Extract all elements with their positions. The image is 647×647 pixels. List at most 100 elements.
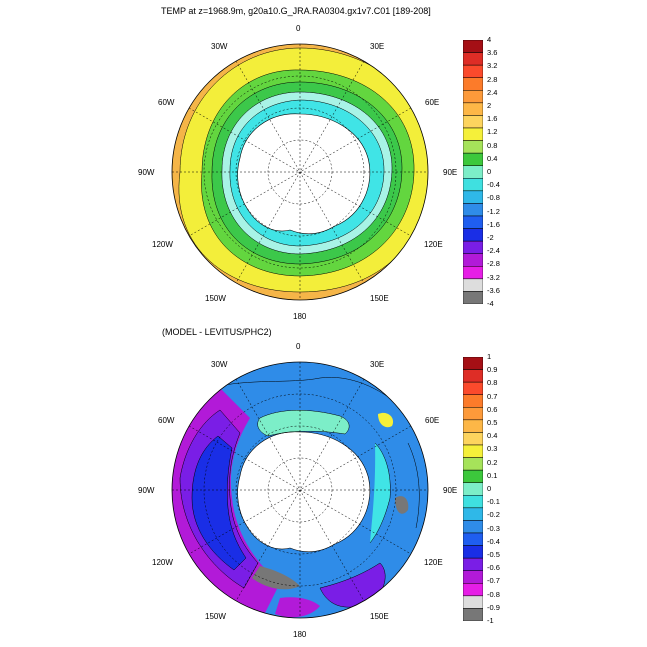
panel-1-colorbar-swatch [462,228,484,242]
panel-1-colorbar-tick-label: 3.6 [487,48,498,58]
panel-1-colorbar-tick-label: 3.2 [487,61,498,71]
panel-2-colorbar-swatch [462,394,484,408]
panel-2-colorbar-swatch [462,369,484,383]
panel-2-colorbar-tick-label: 0 [487,484,492,493]
panel-1-colorbar-tick-label: 2.4 [487,87,498,97]
panel-1-colorbar-swatch [462,64,484,78]
panel-1-polar-map [171,43,429,301]
panel-1-colorbar-swatch [462,266,484,280]
panel-2-colorbar-swatch [462,570,484,584]
panel-2-colorbar-tick-label: -0.5 [487,550,500,559]
panel-1-lon-90w: 90W [138,168,155,177]
panel-2-colorbar-swatch [462,469,484,483]
panel-1-colorbar-tick-label: -3.6 [487,285,500,295]
panel-1-lon-120e: 120E [424,240,443,249]
panel-2-lon-150w: 150W [205,612,226,621]
panel-2-colorbar-swatch [462,532,484,546]
panel-1-colorbar-swatch [462,39,484,53]
panel-2-lon-90w: 90W [138,486,155,495]
panel-1-colorbar-tick-label: -4 [487,299,494,308]
panel-2-colorbar-tick-label: 0.3 [487,444,498,454]
panel-2-colorbar-swatch [462,482,484,496]
panel-2-lon-30w: 30W [211,360,228,369]
panel-2-colorbar-swatch [462,545,484,559]
panel-2-colorbar-swatch [462,381,484,395]
panel-1-colorbar-tick-label: -0.4 [487,180,500,190]
panel-1-lon-60w: 60W [158,98,175,107]
panel-2-colorbar-swatch [462,583,484,597]
panel-1-lon-30w: 30W [211,42,228,51]
panel-2-lon-30e: 30E [370,360,385,369]
panel-2-lon-180: 180 [293,630,307,639]
panel-2-lon-60w: 60W [158,416,175,425]
panel-1-colorbar-swatch [462,102,484,116]
panel-1-colorbar-swatch [462,178,484,192]
panel-1-colorbar-tick-label: -2 [487,233,494,242]
panel-1-colorbar: 4 3.6 3.2 2.8 2.4 2 1.6 1.2 0.8 0.4 0 -0.4 -0.8 -1.2 -… [462,35,500,309]
panel-2-colorbar-tick-label: 1 [487,352,492,361]
panel-2-colorbar-swatch [462,444,484,458]
panel-1-lon-0: 0 [296,24,301,33]
panel-2-colorbar-swatch [462,495,484,509]
panel-2-colorbar-tick-label: -0.2 [487,510,500,520]
panel-2-colorbar-tick-label: -0.6 [487,563,500,573]
panel-2-colorbar-tick-label: -0.9 [487,602,500,612]
panel-2-colorbar-swatch [462,608,484,622]
panel-2-colorbar-swatch [462,507,484,521]
panel-2-colorbar-tick-label: 0.7 [487,391,498,401]
panel-2-colorbar-tick-label: 0.6 [487,404,498,414]
panel-1-lon-180: 180 [293,312,307,321]
panel-2-lon-90e: 90E [443,486,458,495]
panel-2-colorbar-swatch [462,407,484,421]
panel-1-colorbar-swatch [462,127,484,141]
panel-2-colorbar-swatch [462,520,484,534]
panel-1-colorbar-tick-label: 0.8 [487,140,498,150]
panel-1-colorbar-swatch [462,291,484,305]
panel-1-colorbar-swatch [462,52,484,66]
panel-2-colorbar-swatch [462,557,484,571]
panel-1-colorbar-swatch [462,253,484,267]
panel-2-title: (MODEL - LEVITUS/PHC2) [162,327,272,337]
panel-2-colorbar-tick-label: 0.2 [487,457,498,467]
panel-1-colorbar-tick-label: -2.4 [487,246,500,256]
panel-1-colorbar-swatch [462,215,484,229]
panel-2-colorbar-tick-label: -0.7 [487,576,500,586]
panel-1-colorbar-tick-label: -2.8 [487,259,500,269]
panel-1-colorbar-swatch [462,152,484,166]
panel-1-colorbar-tick-label: 0.4 [487,153,498,163]
panel-1-colorbar-tick-label: -3.2 [487,272,500,282]
panel-1-colorbar-tick-label: -0.8 [487,193,500,203]
panel-1-lon-150w: 150W [205,294,226,303]
panel-2-colorbar-tick-label: 0.9 [487,365,498,375]
panel-1-colorbar-tick-label: 1.6 [487,114,498,124]
panel-1-lon-120w: 120W [152,240,173,249]
panel-1-title: TEMP at z=1968.9m, g20a10.G_JRA.RA0304.g… [161,6,431,16]
panel-2-colorbar-swatches [462,356,484,622]
panel-1-colorbar-tick-label: 2.8 [487,74,498,84]
panel-2-colorbar-tick-label: -0.8 [487,589,500,599]
panel-1-colorbar-swatch [462,90,484,104]
panel-2-colorbar-tick-label: 0.8 [487,378,498,388]
panel-1-colorbar-tick-label: 2 [487,101,492,110]
panel-2-colorbar-tick-label: 0.4 [487,431,498,441]
panel-2-colorbar-swatch [462,356,484,370]
panel-2-colorbar-swatch [462,457,484,471]
panel-2-polar-map [171,361,429,619]
panel-2-colorbar-tick-label: -0.3 [487,523,500,533]
panel-2-colorbar-tick-label: 0.1 [487,470,498,480]
panel-2-colorbar-tick-label: -0.1 [487,497,500,507]
panel-1-colorbar-swatch [462,140,484,154]
panel-1-colorbar-swatch [462,190,484,204]
panel-1-lon-30e: 30E [370,42,385,51]
panel-2-lon-120w: 120W [152,558,173,567]
panel-1-colorbar-swatch [462,77,484,91]
panel-1-colorbar-swatch [462,115,484,129]
panel-2-colorbar-tick-label: 0.5 [487,418,498,427]
panel-1-colorbar-tick-label: -1.6 [487,219,500,229]
panel-2-lon-60e: 60E [425,416,440,425]
panel-1-lon-150e: 150E [370,294,389,303]
panel-2-lon-0: 0 [296,342,301,351]
panel-1-colorbar-swatch [462,165,484,179]
panel-1-colorbar-swatch [462,203,484,217]
panel-2-colorbar-swatch [462,595,484,609]
